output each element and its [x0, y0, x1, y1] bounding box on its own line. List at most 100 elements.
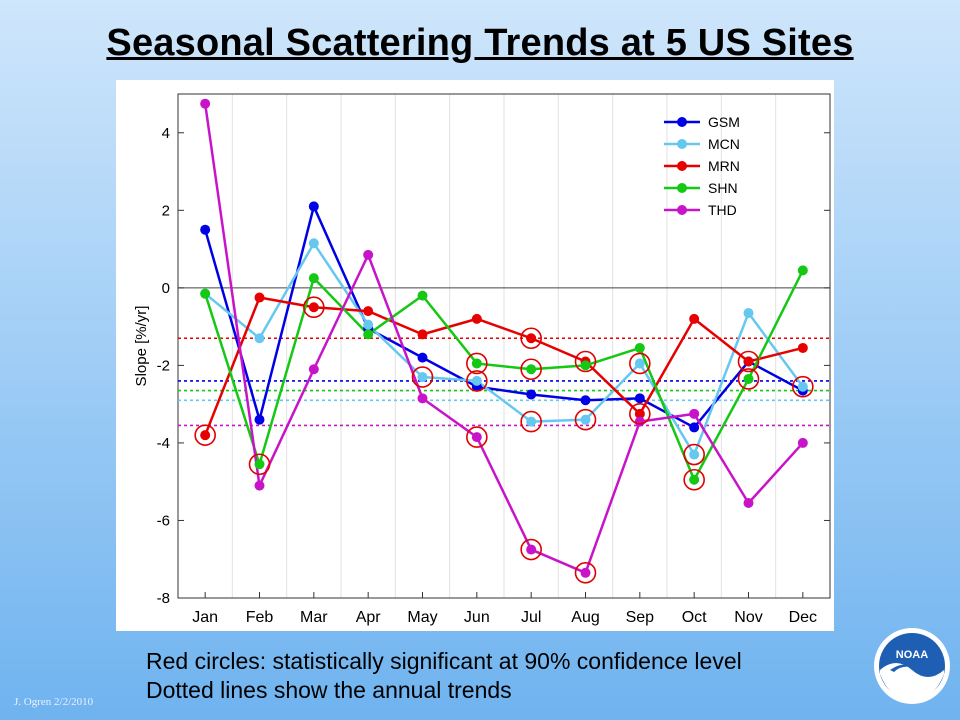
y-axis-label: Slope [%/yr]	[133, 306, 150, 387]
significance-circle	[737, 350, 760, 373]
significance-circle	[520, 410, 542, 433]
data-point-shn	[308, 273, 319, 284]
chart-panel: -8 -6 -4 -2 0 2 4 Jan Feb Mar Apr May Jun Jul Aug Sep Oc…	[116, 80, 834, 631]
data-point-thd	[254, 480, 265, 491]
data-point-gsm	[308, 201, 319, 212]
significance-circle	[629, 403, 651, 425]
legend-label-gsm: GSM	[708, 114, 740, 130]
data-point-mcn	[689, 449, 700, 460]
data-point-thd	[743, 498, 754, 509]
significance-circle	[520, 538, 542, 561]
data-point-thd	[580, 567, 591, 578]
x-tick-label: Aug	[571, 609, 599, 626]
significance-circle	[737, 368, 760, 390]
x-tick-label: Dec	[789, 609, 817, 626]
plot-frame	[177, 93, 831, 599]
significance-circle	[466, 426, 488, 448]
data-point-thd	[634, 416, 645, 427]
legend-marker-thd	[677, 205, 687, 215]
data-point-mcn	[580, 414, 591, 425]
data-point-mcn	[363, 319, 374, 330]
noaa-logo-text: NOAA	[896, 649, 928, 661]
y-tick-label: 4	[162, 125, 170, 142]
caption-annual-trends: Dotted lines show the annual trends	[146, 677, 512, 703]
data-point-mcn	[797, 381, 808, 392]
significance-circle	[683, 443, 705, 466]
data-point-shn	[200, 288, 211, 299]
y-tick-label: -8	[157, 590, 170, 607]
significance-circle	[574, 350, 597, 373]
significance-circle	[520, 358, 542, 381]
data-point-thd	[526, 544, 537, 555]
data-point-mrn	[363, 306, 374, 317]
data-point-thd	[200, 98, 211, 109]
x-tick-label: Jun	[464, 609, 490, 626]
data-point-thd	[363, 249, 374, 260]
x-tick-label: Nov	[734, 609, 762, 626]
significance-circle	[194, 424, 216, 446]
data-point-shn	[797, 265, 808, 276]
data-point-gsm	[580, 395, 591, 406]
x-tick-label: Oct	[682, 609, 707, 626]
data-point-thd	[797, 437, 808, 448]
data-point-shn	[689, 474, 700, 485]
data-point-shn	[634, 342, 645, 353]
data-point-mcn	[743, 308, 754, 319]
data-point-mcn	[471, 375, 482, 386]
data-point-mrn	[200, 430, 211, 441]
significance-circle	[411, 366, 434, 388]
caption-significance: Red circles: statistically significant a…	[146, 648, 742, 674]
significance-circle	[466, 370, 488, 392]
data-point-shn	[580, 360, 591, 371]
data-point-gsm	[689, 422, 700, 433]
significance-circle	[629, 352, 651, 375]
legend-label-mrn: MRN	[708, 158, 740, 174]
data-point-mcn	[417, 372, 428, 383]
x-tick-label: Mar	[300, 609, 328, 626]
y-tick-label: 0	[162, 280, 170, 297]
data-point-mrn	[254, 292, 265, 303]
significance-circle	[303, 296, 325, 319]
data-point-mrn	[417, 329, 428, 340]
data-point-mrn	[689, 313, 700, 324]
data-point-shn	[363, 329, 374, 340]
data-point-thd	[689, 408, 700, 419]
y-tick-label: -2	[157, 357, 170, 374]
data-point-mcn	[634, 358, 645, 369]
legend-label-shn: SHN	[708, 180, 738, 196]
data-point-mrn	[743, 356, 754, 367]
y-tick-label: 2	[162, 202, 170, 219]
data-point-shn	[743, 373, 754, 384]
data-point-thd	[471, 432, 482, 443]
significance-circle	[248, 453, 271, 476]
legend-marker-mrn	[677, 161, 687, 171]
data-point-mrn	[308, 302, 319, 313]
significance-circle	[574, 408, 597, 431]
data-point-shn	[471, 358, 482, 369]
legend-label-thd: THD	[708, 202, 737, 218]
data-point-gsm	[526, 389, 537, 400]
seasonal-trend-chart: -8 -6 -4 -2 0 2 4 Jan Feb Mar Apr May Jun Jul Aug Sep Oc…	[133, 93, 831, 626]
x-tick-label: Apr	[356, 609, 382, 626]
noaa-logo: NOAA	[874, 628, 950, 704]
author-date: J. Ogren 2/2/2010	[14, 696, 94, 708]
data-point-thd	[308, 364, 319, 375]
x-tick-label: Jul	[521, 609, 541, 626]
data-point-mcn	[308, 238, 319, 249]
data-point-gsm	[254, 414, 265, 425]
x-tick-label: Sep	[626, 609, 655, 626]
legend-marker-shn	[677, 183, 687, 193]
legend-label-mcn: MCN	[708, 136, 740, 152]
x-tick-label: May	[407, 609, 437, 626]
data-point-thd	[417, 393, 428, 404]
series-line-gsm	[203, 205, 804, 429]
y-tick-label: -4	[157, 435, 170, 452]
data-point-mcn	[526, 416, 537, 427]
data-point-mrn	[634, 408, 645, 419]
data-point-gsm	[417, 352, 428, 363]
legend-marker-gsm	[677, 117, 687, 127]
data-point-shn	[417, 290, 428, 301]
y-tick-label: -6	[157, 512, 170, 529]
data-point-gsm	[634, 393, 645, 404]
significance-circle	[683, 468, 705, 491]
